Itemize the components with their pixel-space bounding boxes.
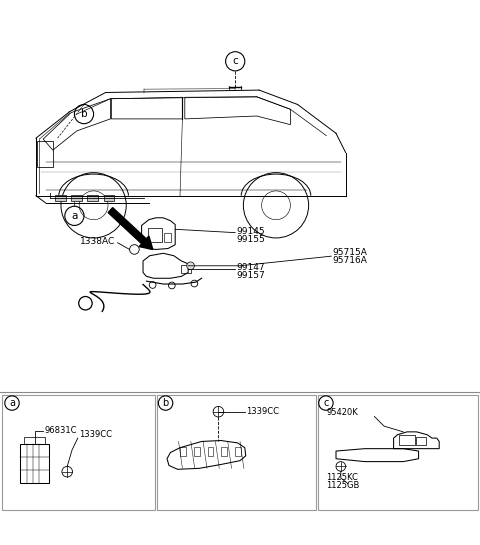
Text: 99157: 99157 [237,271,265,280]
Bar [181,265,191,274]
Bar [416,437,426,445]
Text: 1338AC: 1338AC [80,237,115,246]
Circle shape [168,282,175,289]
Bar [71,195,82,202]
Circle shape [191,280,198,287]
Text: 99147: 99147 [237,263,265,272]
Text: 95715A: 95715A [333,249,368,257]
Text: b: b [81,109,87,119]
Text: 1339CC: 1339CC [79,430,112,439]
Circle shape [130,245,139,255]
Bar [318,395,478,510]
Circle shape [149,282,156,288]
Bar [157,395,316,510]
Text: a: a [71,211,78,221]
Circle shape [187,262,194,270]
Circle shape [79,296,92,310]
Bar [399,435,415,445]
Text: a: a [9,398,15,408]
Bar [180,447,186,456]
Bar [37,141,53,167]
Text: 1339CC: 1339CC [246,407,279,416]
FancyArrow shape [108,208,153,250]
Text: c: c [232,56,238,66]
Text: b: b [162,398,169,408]
Bar [164,233,171,242]
Bar [235,447,241,456]
Bar [20,444,49,483]
Bar [104,195,114,202]
Bar [2,395,155,510]
Bar [207,447,213,456]
Bar [148,228,162,242]
Text: 95716A: 95716A [333,256,368,264]
Circle shape [62,467,72,477]
Text: 95420K: 95420K [326,408,358,417]
Bar [221,447,227,456]
Bar [87,195,98,202]
Bar [55,195,66,202]
Text: 1125KC: 1125KC [326,474,358,482]
Bar [24,437,45,444]
Text: 99155: 99155 [237,235,265,244]
Text: c: c [323,398,329,408]
Text: 99145: 99145 [237,227,265,236]
Circle shape [213,407,224,417]
Circle shape [336,462,346,471]
Text: 1125GB: 1125GB [326,481,360,490]
Bar [194,447,200,456]
Text: 96831C: 96831C [45,426,77,435]
